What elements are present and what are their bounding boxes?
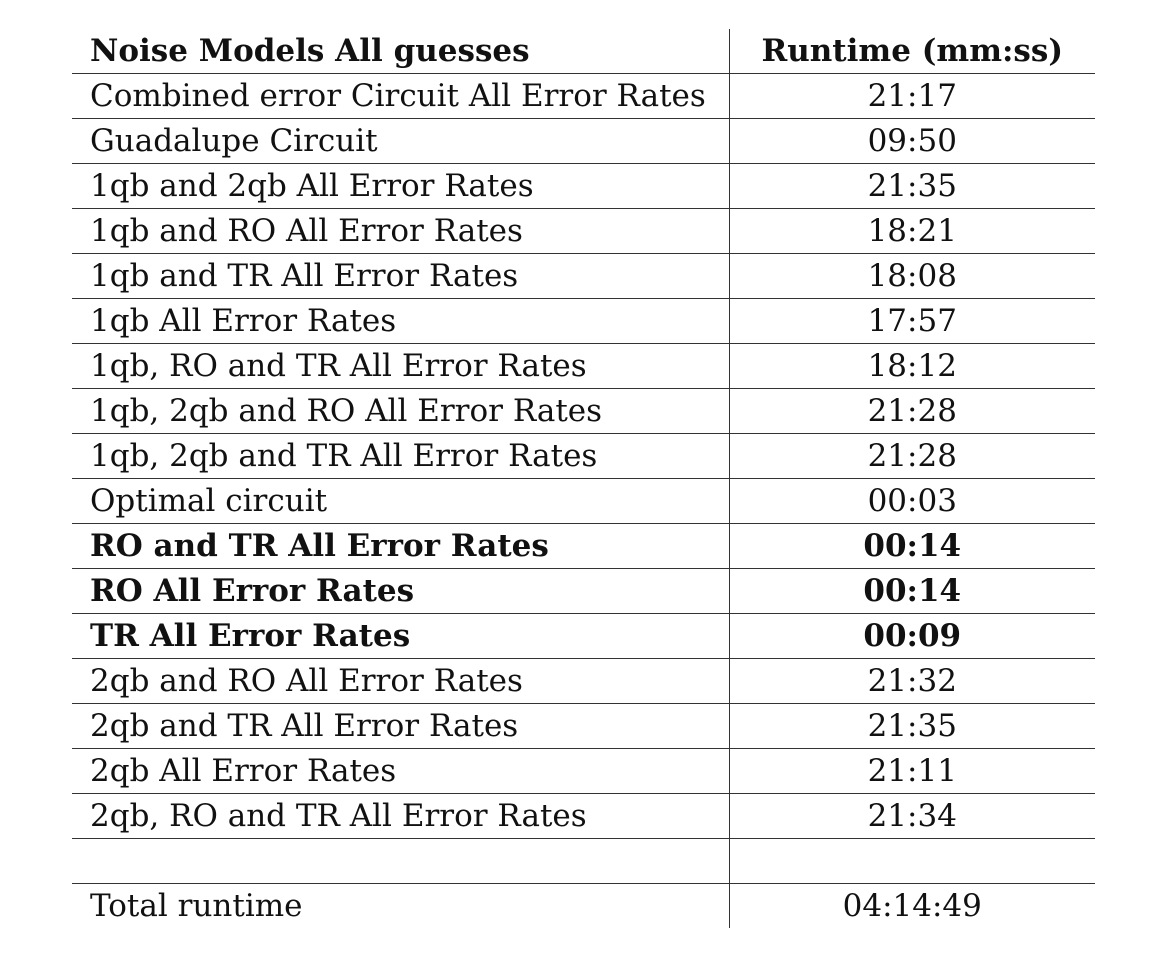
runtime-cell: 00:09 xyxy=(729,613,1095,659)
table-row: 1qb, RO and TR All Error Rates 18:12 xyxy=(72,343,1095,389)
table-row: 1qb All Error Rates 17:57 xyxy=(72,298,1095,344)
runtime-cell: 21:35 xyxy=(729,163,1095,209)
total-row: Total runtime 04:14:49 xyxy=(72,883,1095,928)
runtime-table-container: Noise Models All guesses Runtime (mm:ss)… xyxy=(72,29,1095,928)
table-row: Guadalupe Circuit 09:50 xyxy=(72,118,1095,164)
table-row: 1qb and 2qb All Error Rates 21:35 xyxy=(72,163,1095,209)
noise-model-cell: Guadalupe Circuit xyxy=(72,118,730,164)
noise-model-cell: 1qb, 2qb and RO All Error Rates xyxy=(72,388,730,434)
noise-model-cell: TR All Error Rates xyxy=(72,613,730,659)
noise-model-cell: 1qb and 2qb All Error Rates xyxy=(72,163,730,209)
runtime-cell: 00:14 xyxy=(729,523,1095,569)
table-body: Combined error Circuit All Error Rates 21… xyxy=(72,73,1095,928)
table-row: 1qb and TR All Error Rates 18:08 xyxy=(72,253,1095,299)
runtime-cell: 21:34 xyxy=(729,793,1095,839)
runtime-cell: 00:14 xyxy=(729,568,1095,614)
table-row: 2qb, RO and TR All Error Rates 21:34 xyxy=(72,793,1095,839)
table-row: 1qb and RO All Error Rates 18:21 xyxy=(72,208,1095,254)
header-noise-models: Noise Models All guesses xyxy=(72,29,730,74)
table-row: Optimal circuit 00:03 xyxy=(72,478,1095,524)
noise-model-cell: Optimal circuit xyxy=(72,478,730,524)
noise-model-cell: 2qb, RO and TR All Error Rates xyxy=(72,793,730,839)
runtime-cell: 18:21 xyxy=(729,208,1095,254)
table-row: 2qb All Error Rates 21:11 xyxy=(72,748,1095,794)
runtime-cell: 17:57 xyxy=(729,298,1095,344)
runtime-cell: 21:28 xyxy=(729,433,1095,479)
table-row: 2qb and RO All Error Rates 21:32 xyxy=(72,658,1095,704)
table-row: Combined error Circuit All Error Rates 21… xyxy=(72,73,1095,119)
runtime-cell: 18:08 xyxy=(729,253,1095,299)
runtime-cell: 21:32 xyxy=(729,658,1095,704)
noise-model-cell: RO All Error Rates xyxy=(72,568,730,614)
table-row: 1qb, 2qb and RO All Error Rates 21:28 xyxy=(72,388,1095,434)
runtime-cell: 21:28 xyxy=(729,388,1095,434)
table-row: RO and TR All Error Rates 00:14 xyxy=(72,523,1095,569)
runtime-table: Noise Models All guesses Runtime (mm:ss)… xyxy=(72,29,1095,928)
header-row: Noise Models All guesses Runtime (mm:ss) xyxy=(72,29,1095,74)
empty-cell xyxy=(72,838,730,884)
runtime-cell: 09:50 xyxy=(729,118,1095,164)
runtime-cell: 21:17 xyxy=(729,73,1095,119)
runtime-cell: 18:12 xyxy=(729,343,1095,389)
empty-row xyxy=(72,838,1095,884)
noise-model-cell: 2qb and RO All Error Rates xyxy=(72,658,730,704)
noise-model-cell: 2qb and TR All Error Rates xyxy=(72,703,730,749)
table-row: RO All Error Rates 00:14 xyxy=(72,568,1095,614)
noise-model-cell: 2qb All Error Rates xyxy=(72,748,730,794)
noise-model-cell: 1qb All Error Rates xyxy=(72,298,730,344)
table-row: 1qb, 2qb and TR All Error Rates 21:28 xyxy=(72,433,1095,479)
noise-model-cell: Combined error Circuit All Error Rates xyxy=(72,73,730,119)
runtime-cell: 21:11 xyxy=(729,748,1095,794)
runtime-cell: 21:35 xyxy=(729,703,1095,749)
noise-model-cell: 1qb, RO and TR All Error Rates xyxy=(72,343,730,389)
header-runtime: Runtime (mm:ss) xyxy=(729,29,1095,74)
noise-model-cell: 1qb and RO All Error Rates xyxy=(72,208,730,254)
noise-model-cell: 1qb, 2qb and TR All Error Rates xyxy=(72,433,730,479)
runtime-cell: 00:03 xyxy=(729,478,1095,524)
table-row: TR All Error Rates 00:09 xyxy=(72,613,1095,659)
total-label: Total runtime xyxy=(72,883,730,928)
noise-model-cell: RO and TR All Error Rates xyxy=(72,523,730,569)
total-runtime: 04:14:49 xyxy=(842,888,982,924)
table-row: 2qb and TR All Error Rates 21:35 xyxy=(72,703,1095,749)
empty-cell xyxy=(729,838,1095,884)
noise-model-cell: 1qb and TR All Error Rates xyxy=(72,253,730,299)
